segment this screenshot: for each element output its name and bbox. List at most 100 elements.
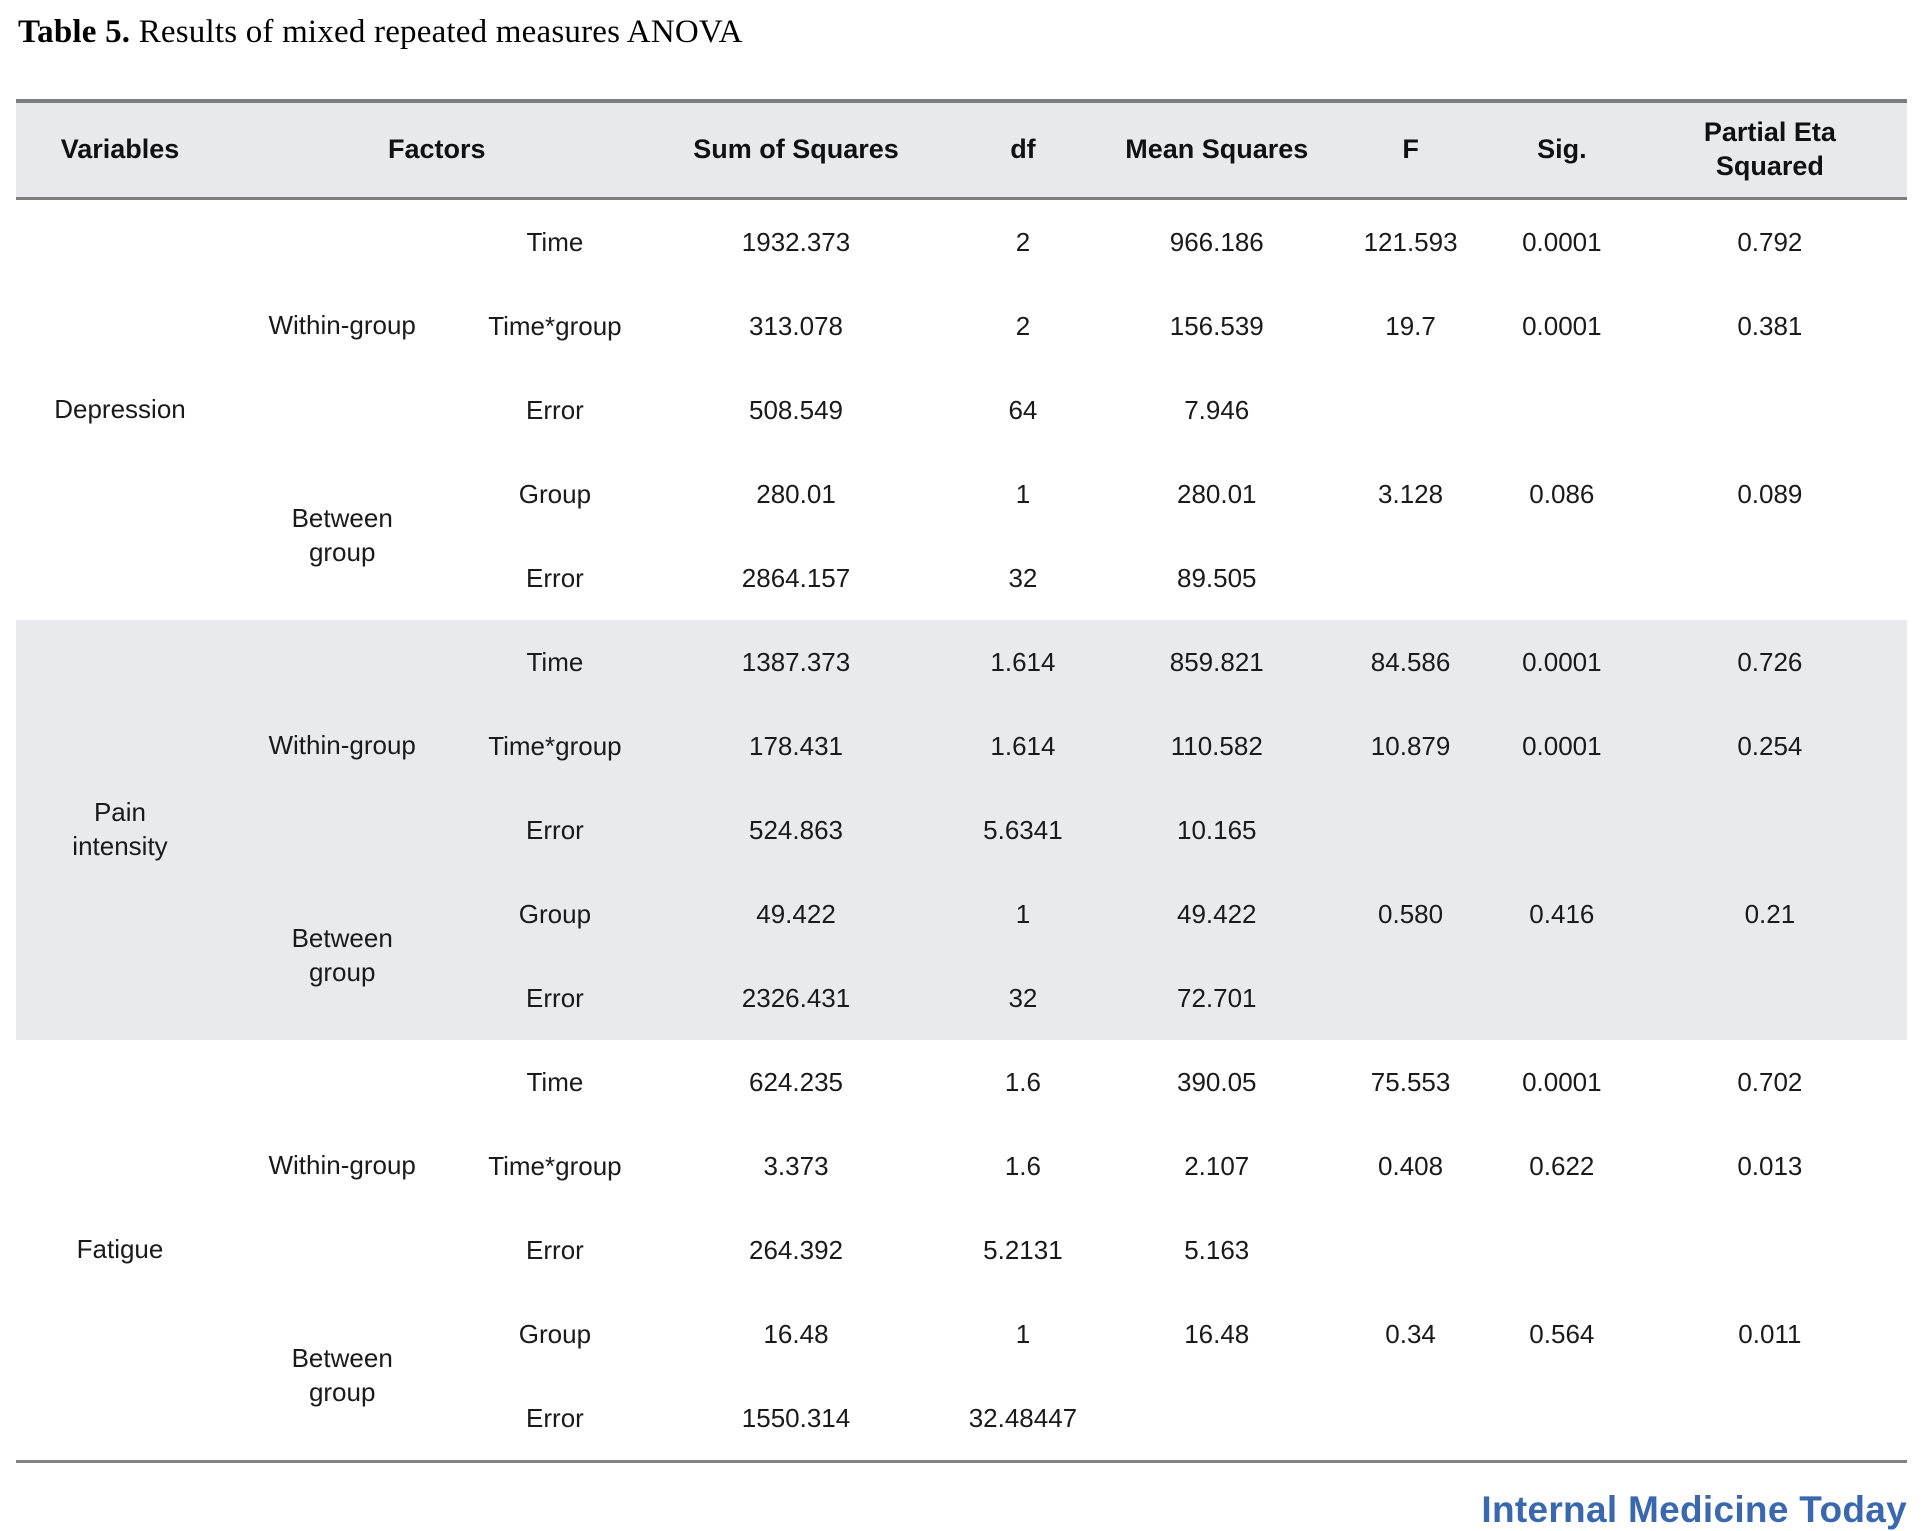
sum-of-squares-cell: 264.392: [649, 1208, 943, 1292]
col-header-mean-squares: Mean Squares: [1103, 101, 1331, 200]
df-cell: 1.614: [942, 704, 1104, 788]
sig-cell: [1490, 1208, 1633, 1292]
mean-squares-cell: 10.165: [1103, 788, 1331, 872]
within-group-cell: Within-group: [224, 1040, 461, 1292]
col-header-sum-of-squares: Sum of Squares: [649, 101, 943, 200]
table-row: Between group Group 49.422 1 49.422 0.580 0.41…: [16, 872, 1907, 1040]
f-cell: [1330, 368, 1491, 452]
sum-of-squares-cell: 2326.431: [649, 956, 943, 1040]
factor-cell: Time*group: [460, 1124, 650, 1208]
sig-cell: 0.0001: [1490, 198, 1633, 284]
factor-cell: Time*group: [460, 284, 650, 368]
factor-cell: Time: [460, 1040, 650, 1124]
mean-squares-cell: 280.01: [1103, 452, 1331, 536]
table-row: Depression Within-group Time 1932.373 2 966.1…: [16, 198, 1907, 620]
table-body: Depression Within-group Time 1932.373 2 966.1…: [16, 198, 1907, 1462]
table-row: Error 1550.314 32.48447: [16, 1376, 1907, 1462]
anova-table: Variables Factors Sum of Squares df Mean…: [16, 99, 1907, 1463]
variable-cell: Depression: [16, 198, 224, 620]
eta-cell: [1632, 1208, 1907, 1292]
within-group-cell: Within-group: [224, 198, 461, 452]
factor-cell: Error: [460, 1208, 650, 1292]
variable-cell: Fatigue: [16, 1040, 224, 1462]
sig-cell: 0.0001: [1490, 620, 1633, 704]
table-caption: Table 5. Results of mixed repeated measu…: [18, 14, 1923, 51]
mean-squares-cell: 7.946: [1103, 368, 1331, 452]
df-cell: 1: [942, 452, 1104, 536]
mean-squares-cell: 110.582: [1103, 704, 1331, 788]
eta-cell: 0.726: [1632, 620, 1907, 704]
factor-cell: Group: [460, 452, 650, 536]
mean-squares-cell: 49.422: [1103, 872, 1331, 956]
factor-cell: Error: [460, 788, 650, 872]
table-row: Between group Group 280.01 1 280.01 3.128 0.08…: [16, 452, 1907, 620]
mean-squares-cell: 156.539: [1103, 284, 1331, 368]
sum-of-squares-cell: 49.422: [649, 872, 943, 956]
f-cell: 10.879: [1330, 704, 1491, 788]
col-header-sig: Sig.: [1490, 101, 1633, 200]
sum-of-squares-cell: 1932.373: [649, 198, 943, 284]
between-group-cell: Between group: [224, 1292, 461, 1462]
df-cell: 32.48447: [942, 1376, 1104, 1462]
f-cell: 0.580: [1330, 872, 1491, 956]
df-cell: 32: [942, 536, 1104, 620]
sum-of-squares-cell: 508.549: [649, 368, 943, 452]
table-caption-label: Table 5.: [18, 14, 131, 50]
eta-cell: 0.013: [1632, 1124, 1907, 1208]
sig-cell: 0.564: [1490, 1292, 1633, 1376]
f-cell: 0.34: [1330, 1292, 1491, 1376]
eta-cell: [1632, 536, 1907, 620]
factor-cell: Error: [460, 368, 650, 452]
mean-squares-cell: 89.505: [1103, 536, 1331, 620]
factor-cell: Group: [460, 1292, 650, 1376]
table-row: Error 2864.157 32 89.505: [16, 536, 1907, 620]
col-header-factors: Factors: [224, 101, 650, 200]
sig-cell: 0.0001: [1490, 1040, 1633, 1124]
table-row: Error 2326.431 32 72.701: [16, 956, 1907, 1040]
sig-cell: [1490, 368, 1633, 452]
table-row: Error 264.392 5.2131 5.163: [16, 1208, 1907, 1292]
factor-cell: Time: [460, 198, 650, 284]
sig-cell: 0.0001: [1490, 284, 1633, 368]
mean-squares-cell: 2.107: [1103, 1124, 1331, 1208]
f-cell: [1330, 1208, 1491, 1292]
eta-cell: 0.254: [1632, 704, 1907, 788]
sig-cell: 0.086: [1490, 452, 1633, 536]
eta-cell: 0.21: [1632, 872, 1907, 956]
variable-cell: Pain intensity: [16, 620, 224, 1040]
sig-cell: [1490, 1376, 1633, 1462]
df-cell: 2: [942, 284, 1104, 368]
table-row: Time*group 3.373 1.6 2.107 0.408 0.622 0.013: [16, 1124, 1907, 1208]
mean-squares-cell: [1103, 1376, 1331, 1462]
eta-cell: 0.011: [1632, 1292, 1907, 1376]
table-row: Error 508.549 64 7.946: [16, 368, 1907, 452]
df-cell: 64: [942, 368, 1104, 452]
f-cell: 3.128: [1330, 452, 1491, 536]
f-cell: 19.7: [1330, 284, 1491, 368]
table-caption-text: Results of mixed repeated measures ANOVA: [130, 14, 743, 50]
df-cell: 1: [942, 1292, 1104, 1376]
page-footer: Internal Medicine Today: [16, 1489, 1907, 1531]
eta-cell: [1632, 788, 1907, 872]
sig-cell: [1490, 536, 1633, 620]
df-cell: 32: [942, 956, 1104, 1040]
eta-cell: 0.702: [1632, 1040, 1907, 1124]
df-cell: 5.2131: [942, 1208, 1104, 1292]
within-group-cell: Within-group: [224, 620, 461, 872]
between-group-cell: Between group: [224, 872, 461, 1040]
factor-cell: Error: [460, 1376, 650, 1462]
sum-of-squares-cell: 524.863: [649, 788, 943, 872]
sig-cell: 0.622: [1490, 1124, 1633, 1208]
factor-cell: Time: [460, 620, 650, 704]
f-cell: 121.593: [1330, 198, 1491, 284]
sig-cell: 0.0001: [1490, 704, 1633, 788]
eta-cell: 0.381: [1632, 284, 1907, 368]
f-cell: 75.553: [1330, 1040, 1491, 1124]
table-row: Pain intensity Within-group Time 1387.373 1.…: [16, 620, 1907, 1040]
f-cell: 84.586: [1330, 620, 1491, 704]
table-row: Between group Group 16.48 1 16.48 0.34 0.564 0.…: [16, 1292, 1907, 1462]
sum-of-squares-cell: 624.235: [649, 1040, 943, 1124]
df-cell: 1.614: [942, 620, 1104, 704]
f-cell: 0.408: [1330, 1124, 1491, 1208]
sum-of-squares-cell: 1550.314: [649, 1376, 943, 1462]
